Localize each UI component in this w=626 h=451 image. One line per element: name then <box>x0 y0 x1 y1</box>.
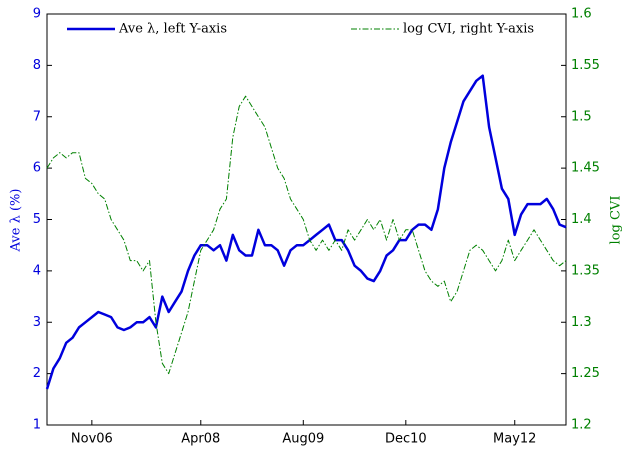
y-tick-label: 4 <box>33 263 41 278</box>
y2-tick-label: 1.4 <box>571 212 592 227</box>
y-tick-label: 5 <box>33 212 41 227</box>
legend-label: Ave λ, left Y-axis <box>118 22 227 37</box>
y2-tick-label: 1.5 <box>571 109 592 124</box>
y-tick-label: 9 <box>33 7 41 22</box>
x-tick-label: Dec10 <box>385 432 427 447</box>
y-axis-title: Ave λ (%) <box>9 189 24 253</box>
y-tick-label: 1 <box>33 418 41 433</box>
y2-tick-label: 1.2 <box>571 418 592 433</box>
plot-frame <box>46 13 567 426</box>
x-tick-label: May12 <box>493 432 536 447</box>
legend-label: log CVI, right Y-axis <box>403 22 534 37</box>
y-tick-label: 8 <box>33 58 41 73</box>
y-tick-label: 6 <box>33 161 41 176</box>
x-tick-label: Aug09 <box>282 432 324 447</box>
y-tick-label: 7 <box>33 109 41 124</box>
series-line <box>45 74 567 390</box>
y2-tick-label: 1.55 <box>571 58 600 73</box>
y2-tick-label: 1.25 <box>571 366 600 381</box>
y-tick-label: 3 <box>33 315 41 330</box>
y2-tick-label: 1.3 <box>571 315 592 330</box>
y-tick-label: 2 <box>33 366 41 381</box>
x-tick-label: Nov06 <box>71 432 113 447</box>
series-line <box>46 95 567 375</box>
y2-tick-label: 1.35 <box>571 263 600 278</box>
y2-tick-label: 1.6 <box>571 7 592 22</box>
y2-tick-label: 1.45 <box>571 161 600 176</box>
y2-axis-title: log CVI <box>609 196 624 245</box>
x-tick-label: Apr08 <box>181 432 220 447</box>
